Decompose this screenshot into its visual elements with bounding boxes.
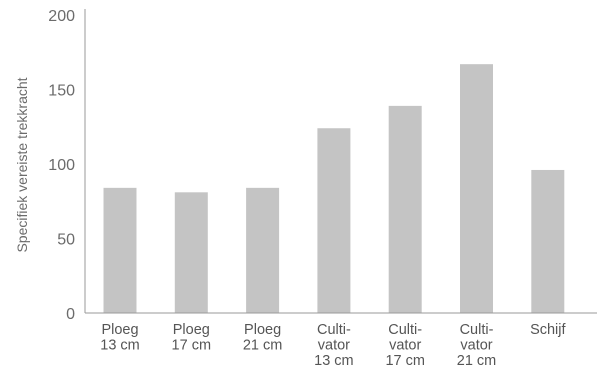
x-category-label: Ploeg 13 cm <box>100 322 140 354</box>
y-tick-label: 100 <box>48 157 75 174</box>
y-axis-ticks: 0 50 100 150 200 <box>48 8 75 323</box>
bar <box>388 105 422 313</box>
y-axis-title: Specifiek vereiste trekkracht <box>14 77 30 252</box>
bar <box>317 128 351 313</box>
x-category-label: Culti-vator 13 cm <box>314 322 354 369</box>
y-tick-label: 150 <box>48 83 75 100</box>
bar <box>246 187 280 313</box>
x-category-label: Culti-vator 17 cm <box>385 322 425 369</box>
bar <box>531 169 565 313</box>
bar <box>103 187 137 313</box>
bar <box>174 192 208 313</box>
bars <box>103 64 565 313</box>
x-category-label: Culti-vator 21 cm <box>457 322 497 369</box>
x-category-label: Ploeg 21 cm <box>243 322 283 354</box>
x-axis-labels: Ploeg 13 cm Ploeg 17 cm Ploeg 21 cm Culti-vato… <box>100 322 566 369</box>
y-tick-label: 0 <box>66 306 75 323</box>
x-category-label: Schijf <box>530 322 566 338</box>
y-tick-label: 200 <box>48 8 75 25</box>
bar <box>460 64 493 313</box>
x-category-label: Ploeg 17 cm <box>172 322 212 354</box>
y-tick-label: 50 <box>57 232 75 249</box>
